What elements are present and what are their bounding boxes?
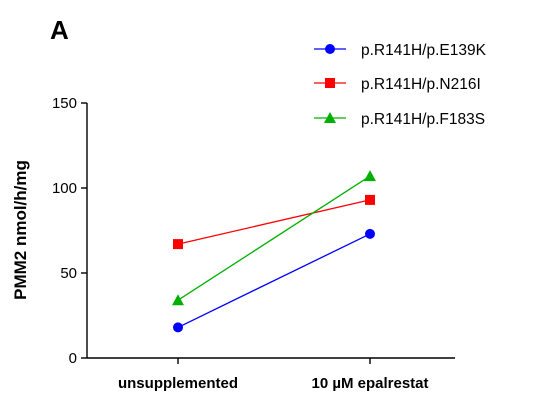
- series-2: [173, 194, 375, 250]
- legend-label: p.R141H/p.E139K: [361, 42, 487, 59]
- x-category-label: unsupplemented: [118, 375, 238, 392]
- legend-entry: p.R141H/p.N216I: [314, 76, 481, 93]
- y-tick-label: 150: [52, 95, 77, 112]
- y-tick-label: 100: [52, 180, 77, 197]
- data-point: [173, 322, 183, 333]
- x-category-label: 10 µM epalrestat: [311, 375, 428, 392]
- x-ticks: unsupplemented 10 µM epalrestat: [118, 358, 429, 392]
- data-point: [365, 228, 375, 239]
- y-tick-label: 0: [69, 350, 77, 367]
- y-ticks: 0 50 100 150: [52, 95, 87, 367]
- legend-label: p.R141H/p.F183S: [361, 111, 485, 128]
- data-point: [172, 294, 184, 306]
- legend-entry: p.R141H/p.F183S: [314, 111, 485, 128]
- legend-entry: p.R141H/p.E139K: [314, 42, 487, 59]
- series-line: [177, 233, 371, 328]
- data-point: [365, 194, 375, 205]
- y-tick-label: 50: [60, 265, 77, 282]
- legend-marker: [325, 44, 335, 54]
- data-point: [364, 170, 376, 182]
- series-line: [177, 199, 371, 245]
- series-1: [173, 228, 375, 333]
- legend-label: p.R141H/p.N216I: [361, 76, 481, 93]
- panel-label: A: [50, 15, 69, 45]
- legend-marker: [325, 78, 335, 88]
- legend: p.R141H/p.E139K p.R141H/p.N216I p.R141H/p.…: [314, 42, 487, 128]
- series-3: [172, 170, 376, 306]
- series-line: [177, 175, 371, 301]
- series-layer: [172, 170, 376, 333]
- y-axis-title: PMM2 nmol/h/mg: [11, 160, 30, 300]
- legend-marker: [324, 112, 336, 123]
- data-point: [173, 239, 183, 250]
